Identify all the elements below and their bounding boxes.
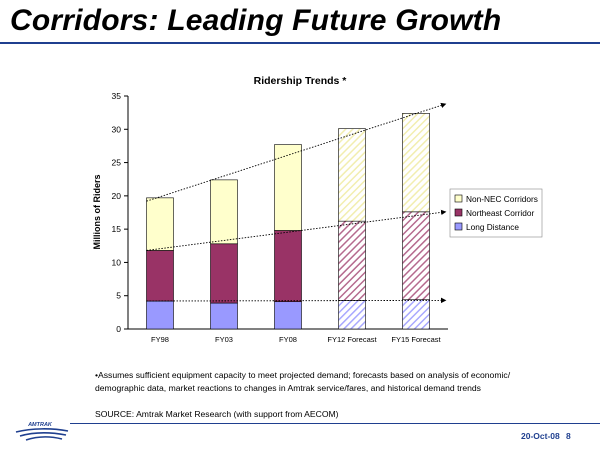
- y-tick-label: 0: [116, 324, 121, 334]
- bar-segment-long-distance: [210, 302, 238, 330]
- bar-segment-northeast-corridor: [338, 220, 366, 301]
- legend-swatch: [454, 222, 463, 231]
- legend-label: Non-NEC Corridors: [466, 194, 538, 204]
- bar-segment-long-distance: [338, 300, 366, 330]
- bar-segment-northeast-corridor: [210, 243, 238, 304]
- bar-segment-long-distance: [402, 299, 430, 330]
- y-tick-label: 35: [112, 91, 122, 101]
- source-note: SOURCE: Amtrak Market Research (with sup…: [95, 409, 339, 419]
- y-tick-label: 5: [116, 291, 121, 301]
- bar-segment-non-nec-corridors: [274, 144, 302, 231]
- y-tick-label: 20: [112, 191, 122, 201]
- bar-segment-non-nec-corridors: [210, 179, 238, 245]
- amtrak-logo-text: AMTRAK: [27, 422, 53, 428]
- trend-arrow: [146, 209, 447, 251]
- amtrak-logo: AMTRAK: [15, 422, 69, 441]
- x-tick-label: FY15 Forecast: [391, 335, 441, 344]
- trend-arrow: [146, 297, 447, 304]
- legend-box: [449, 188, 543, 238]
- bar-segment-non-nec-corridors: [146, 197, 174, 251]
- page-number: 8: [566, 431, 571, 441]
- bar-segment-northeast-corridor: [274, 230, 302, 303]
- x-tick-label: FY03: [215, 335, 233, 344]
- chart-title: Ridership Trends *: [254, 75, 348, 87]
- x-tick-label: FY08: [279, 335, 297, 344]
- title-divider: [0, 42, 600, 44]
- x-tick-label: FY98: [151, 335, 169, 344]
- x-axis: FY98 FY03 FY08 FY12 Forecast FY15 Forecast: [128, 328, 448, 344]
- legend-swatch: [454, 208, 463, 217]
- bar-segment-northeast-corridor: [146, 250, 174, 302]
- bar-segment-long-distance: [274, 301, 302, 330]
- y-tick-label: 25: [112, 158, 122, 168]
- legend-swatch: [454, 194, 463, 203]
- footer-divider: [70, 423, 600, 424]
- footnote: •Assumes sufficient equipment capacity t…: [95, 370, 511, 393]
- y-tick-label: 15: [112, 224, 122, 234]
- legend: Non-NEC Corridors Northeast Corridor Long …: [449, 188, 543, 238]
- slide-title: Corridors: Leading Future Growth: [10, 4, 502, 37]
- bar-segment-non-nec-corridors: [338, 128, 366, 222]
- ridership-chart: Ridership Trends * Millions of Riders 0 5…: [92, 75, 543, 344]
- x-tick-label: FY12 Forecast: [327, 335, 377, 344]
- y-axis-label: Millions of Riders: [92, 174, 102, 249]
- legend-label: Long Distance: [466, 222, 519, 232]
- bar-stacks: [146, 113, 430, 330]
- trend-lines: [146, 102, 447, 304]
- bar-segment-non-nec-corridors: [402, 113, 430, 213]
- trend-arrow: [146, 102, 447, 202]
- y-tick-label: 30: [112, 124, 122, 134]
- slide-date: 20-Oct-08: [521, 431, 560, 441]
- legend-label: Northeast Corridor: [466, 208, 534, 218]
- y-tick-label: 10: [112, 257, 122, 267]
- bar-segment-long-distance: [146, 300, 174, 330]
- y-axis: 0 5 10 15 20 25 30 35: [112, 91, 129, 334]
- bar-segment-northeast-corridor: [402, 211, 430, 301]
